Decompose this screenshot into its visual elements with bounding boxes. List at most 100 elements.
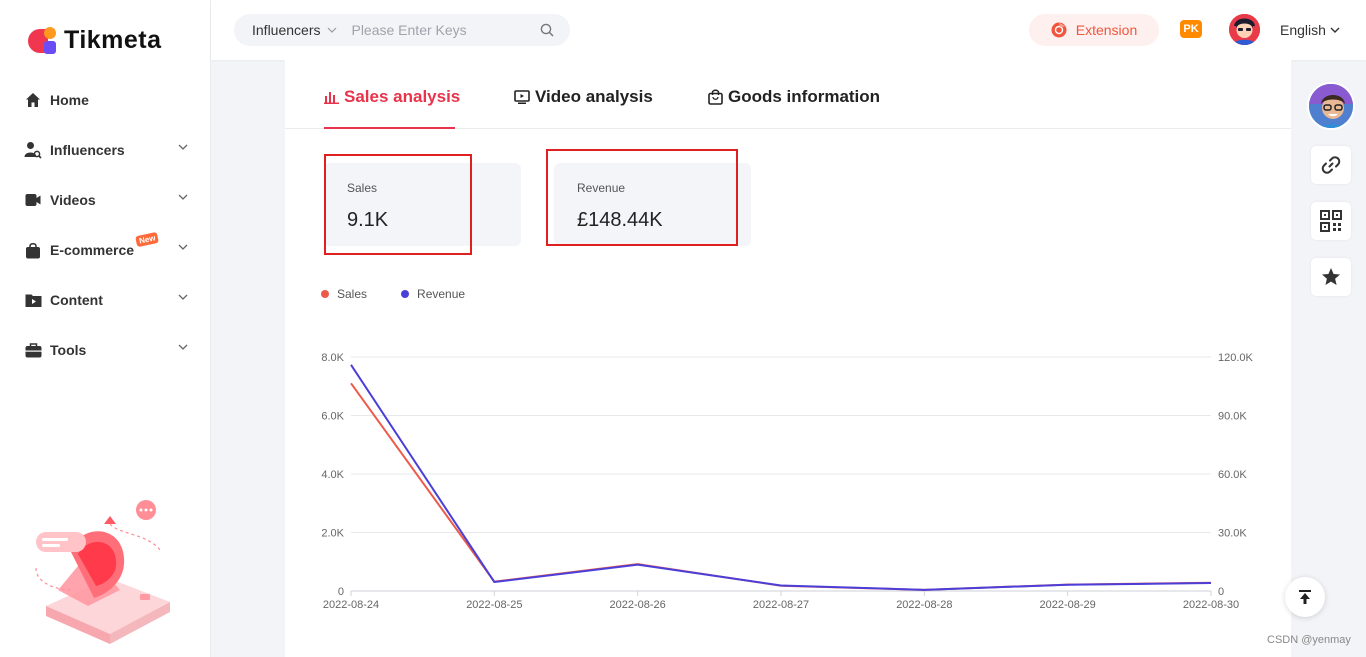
link-icon (1321, 156, 1341, 174)
language-select[interactable]: English (1280, 22, 1340, 38)
search-type-select[interactable]: Influencers (252, 22, 337, 38)
y-left-tick-label: 6.0K (321, 411, 344, 423)
x-tick-label: 2022-08-29 (1040, 599, 1096, 611)
x-tick-label: 2022-08-28 (896, 599, 952, 611)
active-tab-indicator (324, 127, 455, 129)
legend-label: Sales (337, 287, 368, 301)
shopping-bag-icon (24, 241, 42, 259)
search-type-label: Influencers (252, 22, 321, 38)
tab-video-analysis[interactable]: Video analysis (514, 87, 653, 107)
x-tick-label: 2022-08-30 (1183, 599, 1239, 611)
sidebar-item-label: Influencers (50, 142, 125, 158)
monitor-play-icon (514, 90, 530, 104)
back-to-top-button[interactable] (1285, 577, 1325, 617)
avatar-photo-icon (1309, 84, 1353, 128)
tab-goods-information[interactable]: Goods information (708, 87, 880, 107)
sales-revenue-line-chart: 0 0 2.0K 30.0K 4.0K 60.0K 6.0K 90.0K 8.0K 120.0K 2… (321, 352, 1254, 611)
y-right-tick-label: 120.0K (1218, 352, 1254, 364)
highlight-box-sales (324, 154, 472, 255)
y-right-tick-label: 30.0K (1218, 528, 1247, 540)
extension-label: Extension (1075, 22, 1138, 38)
chevron-down-icon (178, 194, 188, 200)
tab-label: Goods information (728, 87, 881, 106)
stat-card-revenue: Revenue £148.44K (554, 163, 751, 246)
toolbox-icon (24, 341, 42, 359)
legend-item-sales[interactable]: Sales (321, 287, 367, 301)
x-tick-label: 2022-08-25 (466, 599, 522, 611)
y-left-tick-label: 8.0K (321, 352, 344, 364)
y-left-tick-label: 0 (338, 586, 344, 598)
tab-label: Video analysis (535, 87, 653, 106)
video-camera-icon (24, 191, 42, 209)
brand-logo[interactable]: Tikmeta (28, 26, 162, 55)
sidebar-item-tools[interactable]: Tools (0, 325, 210, 375)
chart-legend: Sales Revenue (321, 287, 499, 301)
analysis-tabs: Sales analysis Video analysis Goods info… (285, 60, 1291, 129)
user-avatar[interactable] (1229, 14, 1260, 45)
chevron-down-icon (178, 144, 188, 150)
copy-link-button[interactable] (1311, 146, 1351, 184)
qr-code-icon (1320, 210, 1342, 232)
search-icon[interactable] (540, 23, 554, 37)
tab-sales-analysis[interactable]: Sales analysis (324, 87, 460, 107)
legend-item-revenue[interactable]: Revenue (401, 287, 465, 301)
bar-chart-icon (324, 92, 339, 104)
sidebar-nav: Home Influencers Videos E-commerce New (0, 75, 210, 375)
avatar-face-icon (1229, 14, 1260, 45)
logo-mark-icon (28, 26, 58, 55)
sidebar-illustration (35, 500, 170, 644)
new-badge: New (135, 231, 160, 248)
watermark: CSDN @yenmay (1267, 634, 1351, 646)
home-icon (24, 91, 42, 109)
chevron-down-icon (1330, 27, 1340, 33)
qr-code-button[interactable] (1311, 202, 1351, 240)
extension-button[interactable]: Extension (1029, 14, 1159, 46)
y-left-tick-label: 4.0K (321, 469, 344, 481)
sidebar-item-home[interactable]: Home (0, 75, 210, 125)
y-left-tick-label: 2.0K (321, 528, 344, 540)
favorite-button[interactable] (1311, 258, 1351, 296)
sidebar-item-influencers[interactable]: Influencers (0, 125, 210, 175)
folder-play-icon (24, 291, 42, 309)
tab-label: Sales analysis (344, 87, 461, 106)
search-input[interactable] (351, 22, 522, 38)
stat-value: 9.1K (347, 209, 389, 231)
y-right-tick-label: 90.0K (1218, 411, 1247, 423)
chevron-down-icon (178, 344, 188, 350)
x-tick-label: 2022-08-26 (610, 599, 666, 611)
sidebar-item-label: Content (50, 292, 103, 308)
stat-label: Revenue (577, 181, 626, 195)
y-right-tick-label: 0 (1218, 586, 1224, 598)
chevron-down-icon (178, 294, 188, 300)
sidebar-item-label: Home (50, 92, 89, 108)
chevron-down-icon (328, 27, 337, 33)
chrome-icon (1051, 22, 1067, 38)
sidebar-item-label: Tools (50, 342, 87, 358)
sidebar-item-label: Videos (50, 192, 96, 208)
stat-label: Sales (347, 181, 378, 195)
series-line-revenue (350, 364, 1212, 591)
shopping-bag-icon (708, 89, 723, 105)
influencer-avatar[interactable] (1307, 82, 1355, 130)
x-tick-label: 2022-08-24 (323, 599, 379, 611)
sidebar-item-ecommerce[interactable]: E-commerce New (0, 225, 210, 275)
legend-dot (321, 290, 329, 298)
top-bar: Influencers Extension PK English (211, 0, 1366, 60)
main-panel: Sales analysis Video analysis Goods info… (285, 60, 1291, 657)
stat-value: £148.44K (577, 209, 663, 231)
sidebar-item-videos[interactable]: Videos (0, 175, 210, 225)
sidebar-item-content[interactable]: Content (0, 275, 210, 325)
user-search-icon (24, 141, 42, 159)
brand-name: Tikmeta (64, 26, 162, 54)
chevron-down-icon (178, 244, 188, 250)
right-rail (1291, 60, 1366, 657)
legend-label: Revenue (417, 287, 466, 301)
search-bar: Influencers (234, 14, 570, 46)
language-label: English (1280, 22, 1326, 38)
y-right-tick-label: 60.0K (1218, 469, 1247, 481)
sidebar-item-label: E-commerce (50, 242, 135, 258)
highlight-box-revenue (546, 149, 738, 246)
pk-button[interactable]: PK (1180, 20, 1202, 38)
x-tick-label: 2022-08-27 (753, 599, 809, 611)
sidebar: Tikmeta Home Influencers Videos (0, 0, 211, 657)
